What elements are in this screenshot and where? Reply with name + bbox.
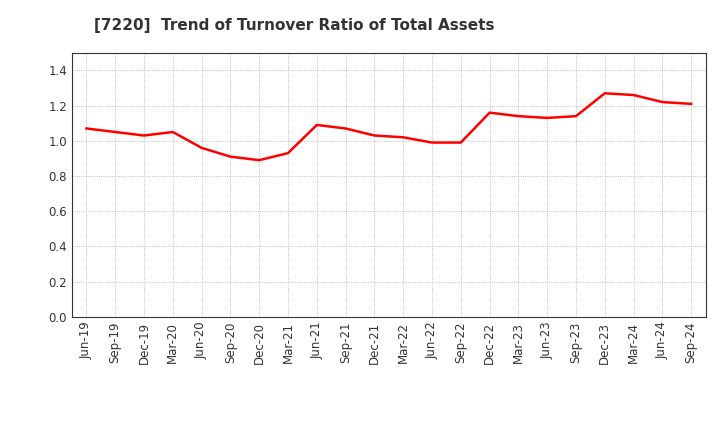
Text: [7220]  Trend of Turnover Ratio of Total Assets: [7220] Trend of Turnover Ratio of Total … xyxy=(94,18,494,33)
